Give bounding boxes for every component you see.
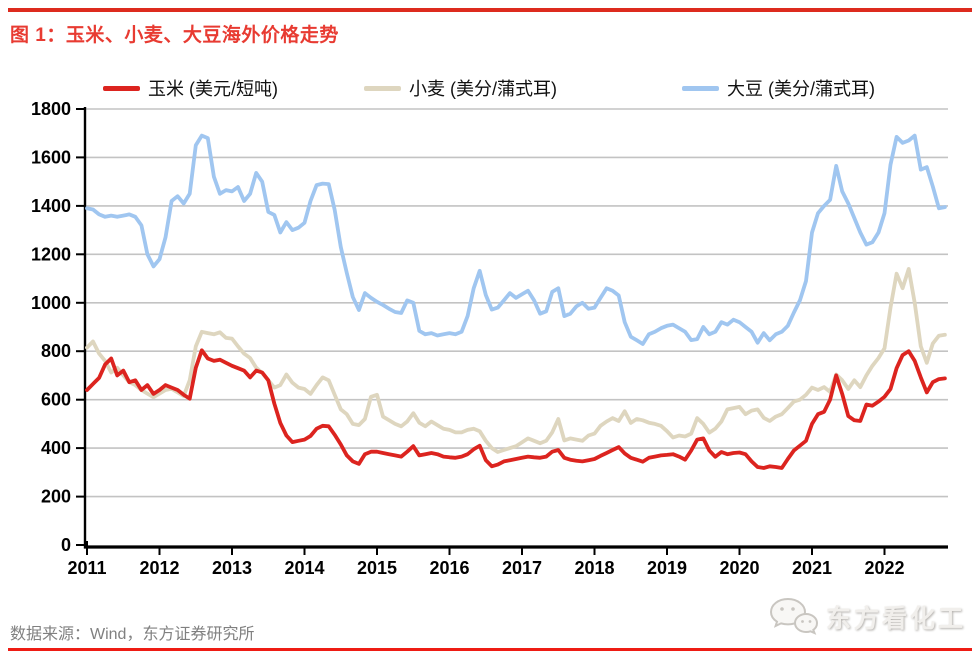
wheat-line-swatch: [364, 85, 401, 91]
top-divider-rule: [8, 8, 972, 12]
svg-text:400: 400: [41, 438, 71, 458]
bottom-divider-rule: [8, 648, 972, 651]
chart-legend: 玉米 (美元/短吨) 小麦 (美分/蒲式耳) 大豆 (美分/蒲式耳): [0, 74, 980, 102]
svg-text:2018: 2018: [574, 558, 614, 578]
legend-item-wheat: 小麦 (美分/蒲式耳): [364, 74, 557, 102]
svg-text:2021: 2021: [792, 558, 832, 578]
svg-text:2011: 2011: [67, 558, 106, 578]
svg-text:2022: 2022: [864, 558, 904, 578]
legend-item-soybean: 大豆 (美分/蒲式耳): [682, 74, 875, 102]
wechat-chat-bubbles-icon: [769, 597, 818, 635]
chart-title: 图 1：玉米、小麦、大豆海外价格走势: [10, 25, 339, 46]
svg-text:600: 600: [41, 390, 71, 410]
svg-text:2014: 2014: [284, 558, 324, 578]
legend-label-soybean: 大豆 (美分/蒲式耳): [727, 79, 875, 99]
svg-text:1600: 1600: [31, 147, 71, 167]
data-source-note: 数据来源：Wind，东方证券研究所: [10, 626, 255, 643]
svg-text:0: 0: [61, 535, 71, 555]
corn-line-swatch: [103, 85, 140, 91]
svg-text:2020: 2020: [719, 558, 759, 578]
legend-label-wheat: 小麦 (美分/蒲式耳): [409, 79, 557, 99]
svg-text:1800: 1800: [31, 99, 71, 119]
svg-text:2016: 2016: [429, 558, 469, 578]
svg-text:800: 800: [41, 341, 71, 361]
legend-label-corn: 玉米 (美元/短吨): [148, 79, 278, 99]
svg-text:1000: 1000: [31, 293, 71, 313]
brand-watermark: 东方看化工: [768, 596, 966, 638]
svg-text:2019: 2019: [647, 558, 687, 578]
svg-text:2017: 2017: [502, 558, 542, 578]
watermark-label: 东方看化工: [825, 605, 966, 633]
svg-text:2015: 2015: [357, 558, 397, 578]
legend-item-corn: 玉米 (美元/短吨): [103, 74, 278, 102]
soybean-line-swatch: [682, 85, 719, 91]
svg-text:1200: 1200: [31, 244, 71, 264]
svg-text:2013: 2013: [212, 558, 252, 578]
svg-text:2012: 2012: [139, 558, 179, 578]
svg-text:1400: 1400: [31, 196, 71, 216]
svg-text:200: 200: [41, 487, 71, 507]
